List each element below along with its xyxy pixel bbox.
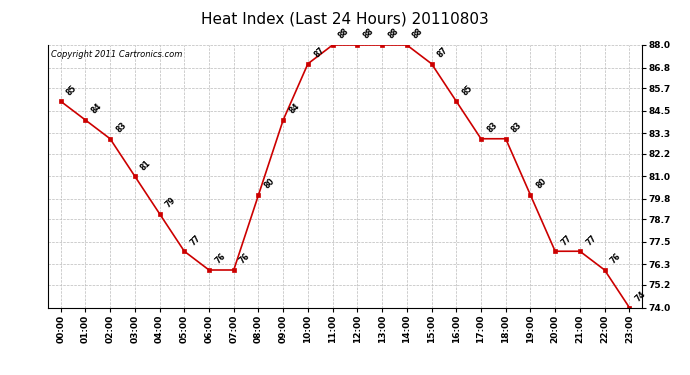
Text: 76: 76 <box>238 252 252 266</box>
Text: 81: 81 <box>139 158 153 172</box>
Text: 76: 76 <box>609 252 622 266</box>
Text: 84: 84 <box>90 102 104 116</box>
Text: 74: 74 <box>633 290 647 303</box>
Text: 87: 87 <box>312 46 326 60</box>
Text: 88: 88 <box>337 27 351 41</box>
Text: 76: 76 <box>213 252 227 266</box>
Text: 79: 79 <box>164 196 177 210</box>
Text: 77: 77 <box>560 233 573 247</box>
Text: 80: 80 <box>263 177 277 191</box>
Text: 80: 80 <box>535 177 549 191</box>
Text: 88: 88 <box>411 27 425 41</box>
Text: 83: 83 <box>510 121 524 135</box>
Text: 83: 83 <box>485 121 499 135</box>
Text: 85: 85 <box>65 83 79 97</box>
Text: 83: 83 <box>115 121 128 135</box>
Text: Copyright 2011 Cartronics.com: Copyright 2011 Cartronics.com <box>51 50 183 59</box>
Text: 77: 77 <box>188 233 202 247</box>
Text: 85: 85 <box>460 83 474 97</box>
Text: Heat Index (Last 24 Hours) 20110803: Heat Index (Last 24 Hours) 20110803 <box>201 11 489 26</box>
Text: 87: 87 <box>435 46 450 60</box>
Text: 88: 88 <box>386 27 400 41</box>
Text: 77: 77 <box>584 233 598 247</box>
Text: 84: 84 <box>287 102 302 116</box>
Text: 88: 88 <box>362 27 375 41</box>
